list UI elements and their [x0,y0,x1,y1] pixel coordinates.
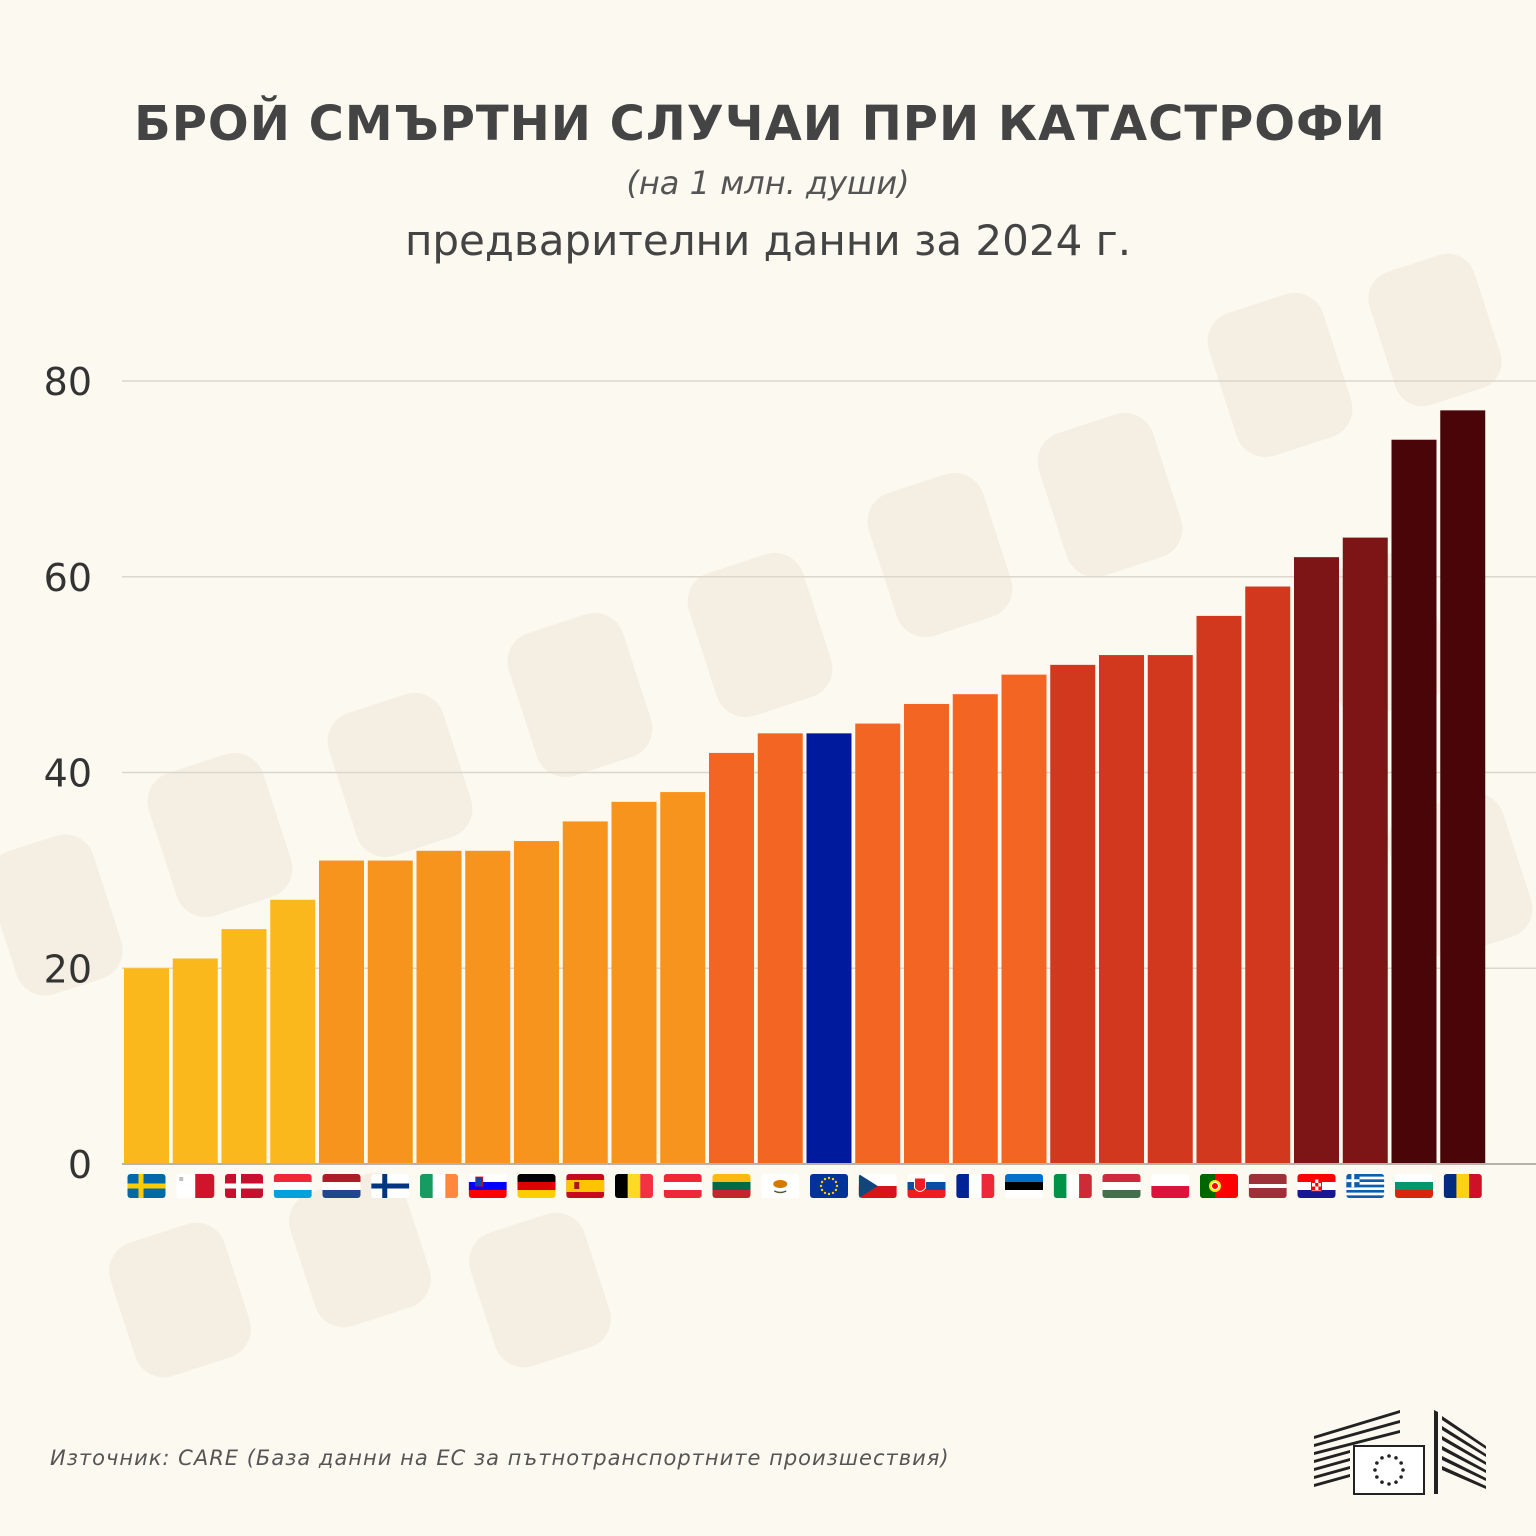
bar-gr [1342,537,1388,1164]
bar-cz [855,723,901,1164]
flag-bg-icon [1395,1174,1433,1198]
country-flags [127,1174,1482,1198]
bar-pt [1196,615,1242,1164]
bar-cy [757,733,803,1164]
flag-lu-icon [273,1174,312,1198]
flag-si-icon [468,1174,507,1198]
bar-sk [904,703,949,1164]
flag-fr-icon [956,1174,995,1198]
bar-fi [367,860,413,1164]
bar-de [514,841,559,1164]
bar-be [611,801,657,1164]
bar-lt [709,752,754,1164]
flag-cy-icon [761,1174,800,1198]
bar-fr [952,694,998,1164]
bar-at [660,792,706,1164]
flag-cz-icon [858,1174,897,1198]
bar-si [465,850,511,1164]
bar-es [562,821,608,1164]
flag-it-icon [1053,1174,1092,1198]
flag-ro-icon [1443,1174,1482,1198]
flag-pt-icon [1200,1174,1238,1198]
flag-hr-icon [1297,1174,1336,1198]
bar-dk [221,929,267,1164]
chart-title: БРОЙ СМЪРТНИ СЛУЧАИ ПРИ КАТАСТРОФИ [134,96,1386,152]
bar-lu [270,899,316,1164]
bar-ro [1440,410,1486,1164]
flag-dk-icon [225,1174,263,1198]
flag-hu-icon [1102,1174,1141,1198]
y-axis-ticks: 0 20 40 60 80 [44,360,92,1187]
flag-lt-icon [712,1174,751,1198]
bar-nl [319,860,364,1164]
bar-mt [172,958,218,1164]
flag-lv-icon [1248,1174,1287,1198]
flag-eu-icon [810,1174,848,1198]
flag-se-icon [127,1174,166,1198]
chart-subtitle-period: предварителни данни за 2024 г. [404,216,1132,265]
y-tick-label: 80 [44,360,92,404]
flag-ie-icon [420,1174,458,1198]
bar-eu [806,733,852,1164]
flag-at-icon [663,1174,702,1198]
european-commission-logo [1314,1410,1486,1495]
flag-be-icon [615,1174,653,1198]
bar-hr [1294,557,1339,1164]
flag-nl-icon [322,1174,361,1198]
bar-ee [1001,674,1047,1164]
flag-fi-icon [371,1174,410,1198]
flag-sk-icon [907,1174,946,1198]
flag-gr-icon [1346,1174,1385,1198]
bar-lv [1245,586,1291,1164]
bar-ie [416,850,462,1164]
bar-hu [1099,655,1144,1164]
bars [124,410,1486,1165]
bar-it [1050,664,1096,1164]
flag-pl-icon [1151,1174,1190,1198]
bar-se [124,968,169,1164]
y-tick-label: 40 [44,752,92,796]
flag-de-icon [517,1174,556,1198]
y-tick-label: 0 [68,1143,92,1187]
bar-bg [1391,439,1437,1165]
flag-ee-icon [1005,1174,1043,1198]
flag-es-icon [566,1174,605,1198]
source-note: Източник: CARE (База данни на ЕС за пътн… [50,1446,950,1470]
chart-subtitle-unit: (на 1 млн. души) [626,164,910,202]
y-tick-label: 60 [44,556,92,600]
bar-pl [1147,655,1193,1164]
y-tick-label: 20 [44,947,92,991]
flag-mt-icon [176,1174,215,1198]
